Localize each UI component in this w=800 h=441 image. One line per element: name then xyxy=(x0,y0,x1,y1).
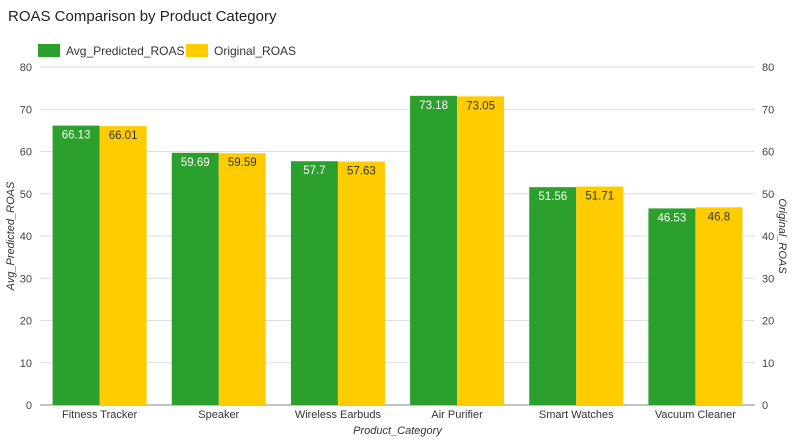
legend-label: Original_ROAS xyxy=(214,44,296,58)
data-label: 57.63 xyxy=(347,166,376,178)
y-tick-label-right: 40 xyxy=(762,231,774,243)
x-tick-label: Air Purifier xyxy=(431,409,483,421)
x-tick-label: Fitness Tracker xyxy=(62,409,138,421)
y-tick-label-right: 0 xyxy=(762,400,768,412)
bar xyxy=(52,125,100,405)
chart-title: ROAS Comparison by Product Category xyxy=(8,8,277,25)
y-tick-label-right: 10 xyxy=(762,358,774,370)
bar xyxy=(457,96,505,406)
data-label: 51.56 xyxy=(538,191,567,203)
data-label: 46.8 xyxy=(708,211,730,223)
bar xyxy=(99,126,147,405)
y-tick-label-left: 50 xyxy=(20,189,32,201)
data-label: 59.59 xyxy=(228,157,257,169)
data-label: 66.01 xyxy=(109,130,138,142)
data-label: 46.53 xyxy=(658,212,687,224)
bar xyxy=(576,186,624,405)
bar xyxy=(695,207,743,405)
x-tick-label: Wireless Earbuds xyxy=(295,409,382,421)
y-axis-title-left: Avg_Predicted_ROAS xyxy=(5,181,17,291)
x-tick-label: Speaker xyxy=(198,409,239,421)
y-tick-label-right: 30 xyxy=(762,273,774,285)
y-tick-label-left: 70 xyxy=(20,104,32,116)
y-axis-title-right: Original_ROAS xyxy=(776,198,788,274)
y-tick-label-right: 20 xyxy=(762,316,774,328)
legend-swatch xyxy=(186,44,208,57)
data-label: 66.13 xyxy=(62,130,91,142)
bar xyxy=(529,187,577,405)
data-label: 59.69 xyxy=(181,157,210,169)
y-tick-label-right: 60 xyxy=(762,147,774,159)
y-tick-label-left: 10 xyxy=(20,358,32,370)
bar xyxy=(648,208,696,405)
y-tick-label-right: 70 xyxy=(762,104,774,116)
y-tick-label-left: 60 xyxy=(20,147,32,159)
bar xyxy=(410,95,458,405)
bar xyxy=(171,152,219,405)
x-axis-title: Product_Category xyxy=(353,425,443,437)
data-label: 73.05 xyxy=(466,100,495,112)
y-tick-label-left: 80 xyxy=(20,62,32,74)
y-tick-label-left: 30 xyxy=(20,273,32,285)
legend-label: Avg_Predicted_ROAS xyxy=(66,44,185,58)
y-tick-label-right: 50 xyxy=(762,189,774,201)
bar xyxy=(290,161,338,405)
y-tick-label-left: 20 xyxy=(20,316,32,328)
y-tick-label-right: 80 xyxy=(762,62,774,74)
y-tick-label-left: 40 xyxy=(20,231,32,243)
legend-swatch xyxy=(38,44,60,57)
x-tick-label: Vacuum Cleaner xyxy=(655,409,736,421)
data-label: 57.7 xyxy=(303,165,325,177)
data-label: 73.18 xyxy=(419,100,448,112)
y-tick-label-left: 0 xyxy=(26,400,32,412)
bar xyxy=(218,153,266,405)
bar xyxy=(337,161,385,405)
x-tick-label: Smart Watches xyxy=(539,409,614,421)
data-label: 51.71 xyxy=(585,191,614,203)
